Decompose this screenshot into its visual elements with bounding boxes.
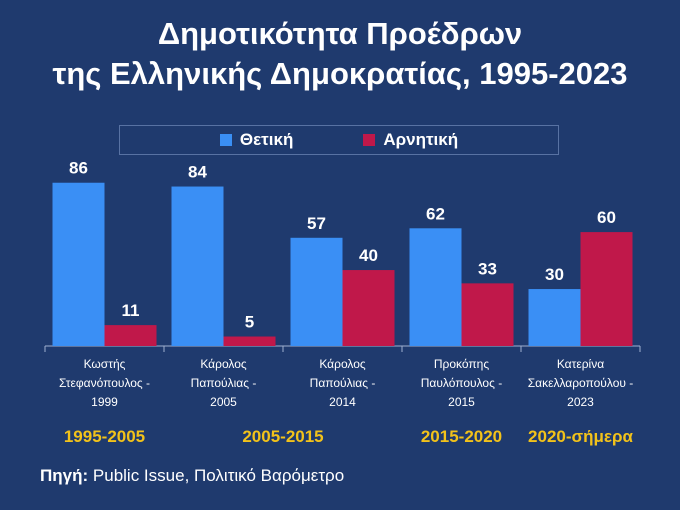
category-label: 2015	[448, 395, 475, 409]
category-label: 2005	[210, 395, 237, 409]
category-label: Παυλόπουλος -	[421, 376, 502, 390]
bar-positive	[409, 228, 462, 346]
period-label: 1995-2005	[64, 427, 145, 446]
data-label: 86	[69, 159, 88, 178]
source-text: Public Issue, Πολιτικό Βαρόμετρο	[92, 466, 345, 485]
bar-positive	[528, 289, 581, 346]
data-label: 11	[122, 301, 140, 320]
legend: Θετική Αρνητική	[119, 125, 559, 155]
bar-negative	[461, 283, 514, 346]
data-label: 60	[597, 208, 616, 227]
bar-positive	[290, 237, 343, 346]
bar-negative	[342, 270, 395, 346]
category-label: 1999	[91, 395, 118, 409]
category-label: Σακελλαροπούλου -	[528, 376, 634, 390]
source-label: Πηγή:	[40, 466, 89, 485]
category-label: Παπούλιας -	[191, 376, 257, 390]
category-label: Προκόπης	[434, 357, 489, 371]
chart-title: Δημοτικότητα Προέδρων της Ελληνικής Δημο…	[0, 14, 680, 94]
bar-negative	[104, 325, 157, 346]
bar-positive	[171, 186, 224, 346]
data-label: 84	[188, 163, 207, 182]
category-label: 2023	[567, 395, 594, 409]
category-label: 2014	[329, 395, 356, 409]
title-line-1: Δημοτικότητα Προέδρων	[157, 16, 523, 51]
category-label: Παπούλιας -	[310, 376, 376, 390]
legend-swatch-positive	[219, 134, 232, 146]
bar-positive	[52, 182, 105, 346]
data-label: 40	[359, 246, 378, 265]
legend-swatch-negative	[363, 134, 376, 146]
data-label: 57	[307, 214, 326, 233]
category-label: Κατερίνα	[557, 357, 604, 371]
legend-item-negative: Αρνητική	[363, 130, 458, 150]
bar-negative	[223, 336, 276, 346]
data-label: 30	[545, 265, 564, 284]
bar-negative	[580, 232, 633, 346]
source-note: Πηγή: Public Issue, Πολιτικό Βαρόμετρο	[40, 466, 344, 486]
data-label: 33	[478, 259, 497, 278]
category-label: Κάρολος	[200, 357, 247, 371]
category-label: Κάρολος	[319, 357, 366, 371]
category-label: Κωστής	[84, 357, 126, 371]
category-label: Στεφανόπουλος -	[59, 376, 150, 390]
period-label: 2020-σήμερα	[528, 427, 633, 446]
title-line-2: της Ελληνικής Δημοκρατίας, 1995-2023	[52, 56, 628, 91]
data-label: 5	[245, 313, 254, 332]
data-label: 62	[426, 204, 445, 223]
legend-label-negative: Αρνητική	[383, 130, 459, 149]
legend-label-positive: Θετική	[239, 130, 294, 149]
period-label: 2015-2020	[421, 427, 502, 446]
period-label: 2005-2015	[242, 427, 323, 446]
legend-item-positive: Θετική	[219, 130, 294, 150]
